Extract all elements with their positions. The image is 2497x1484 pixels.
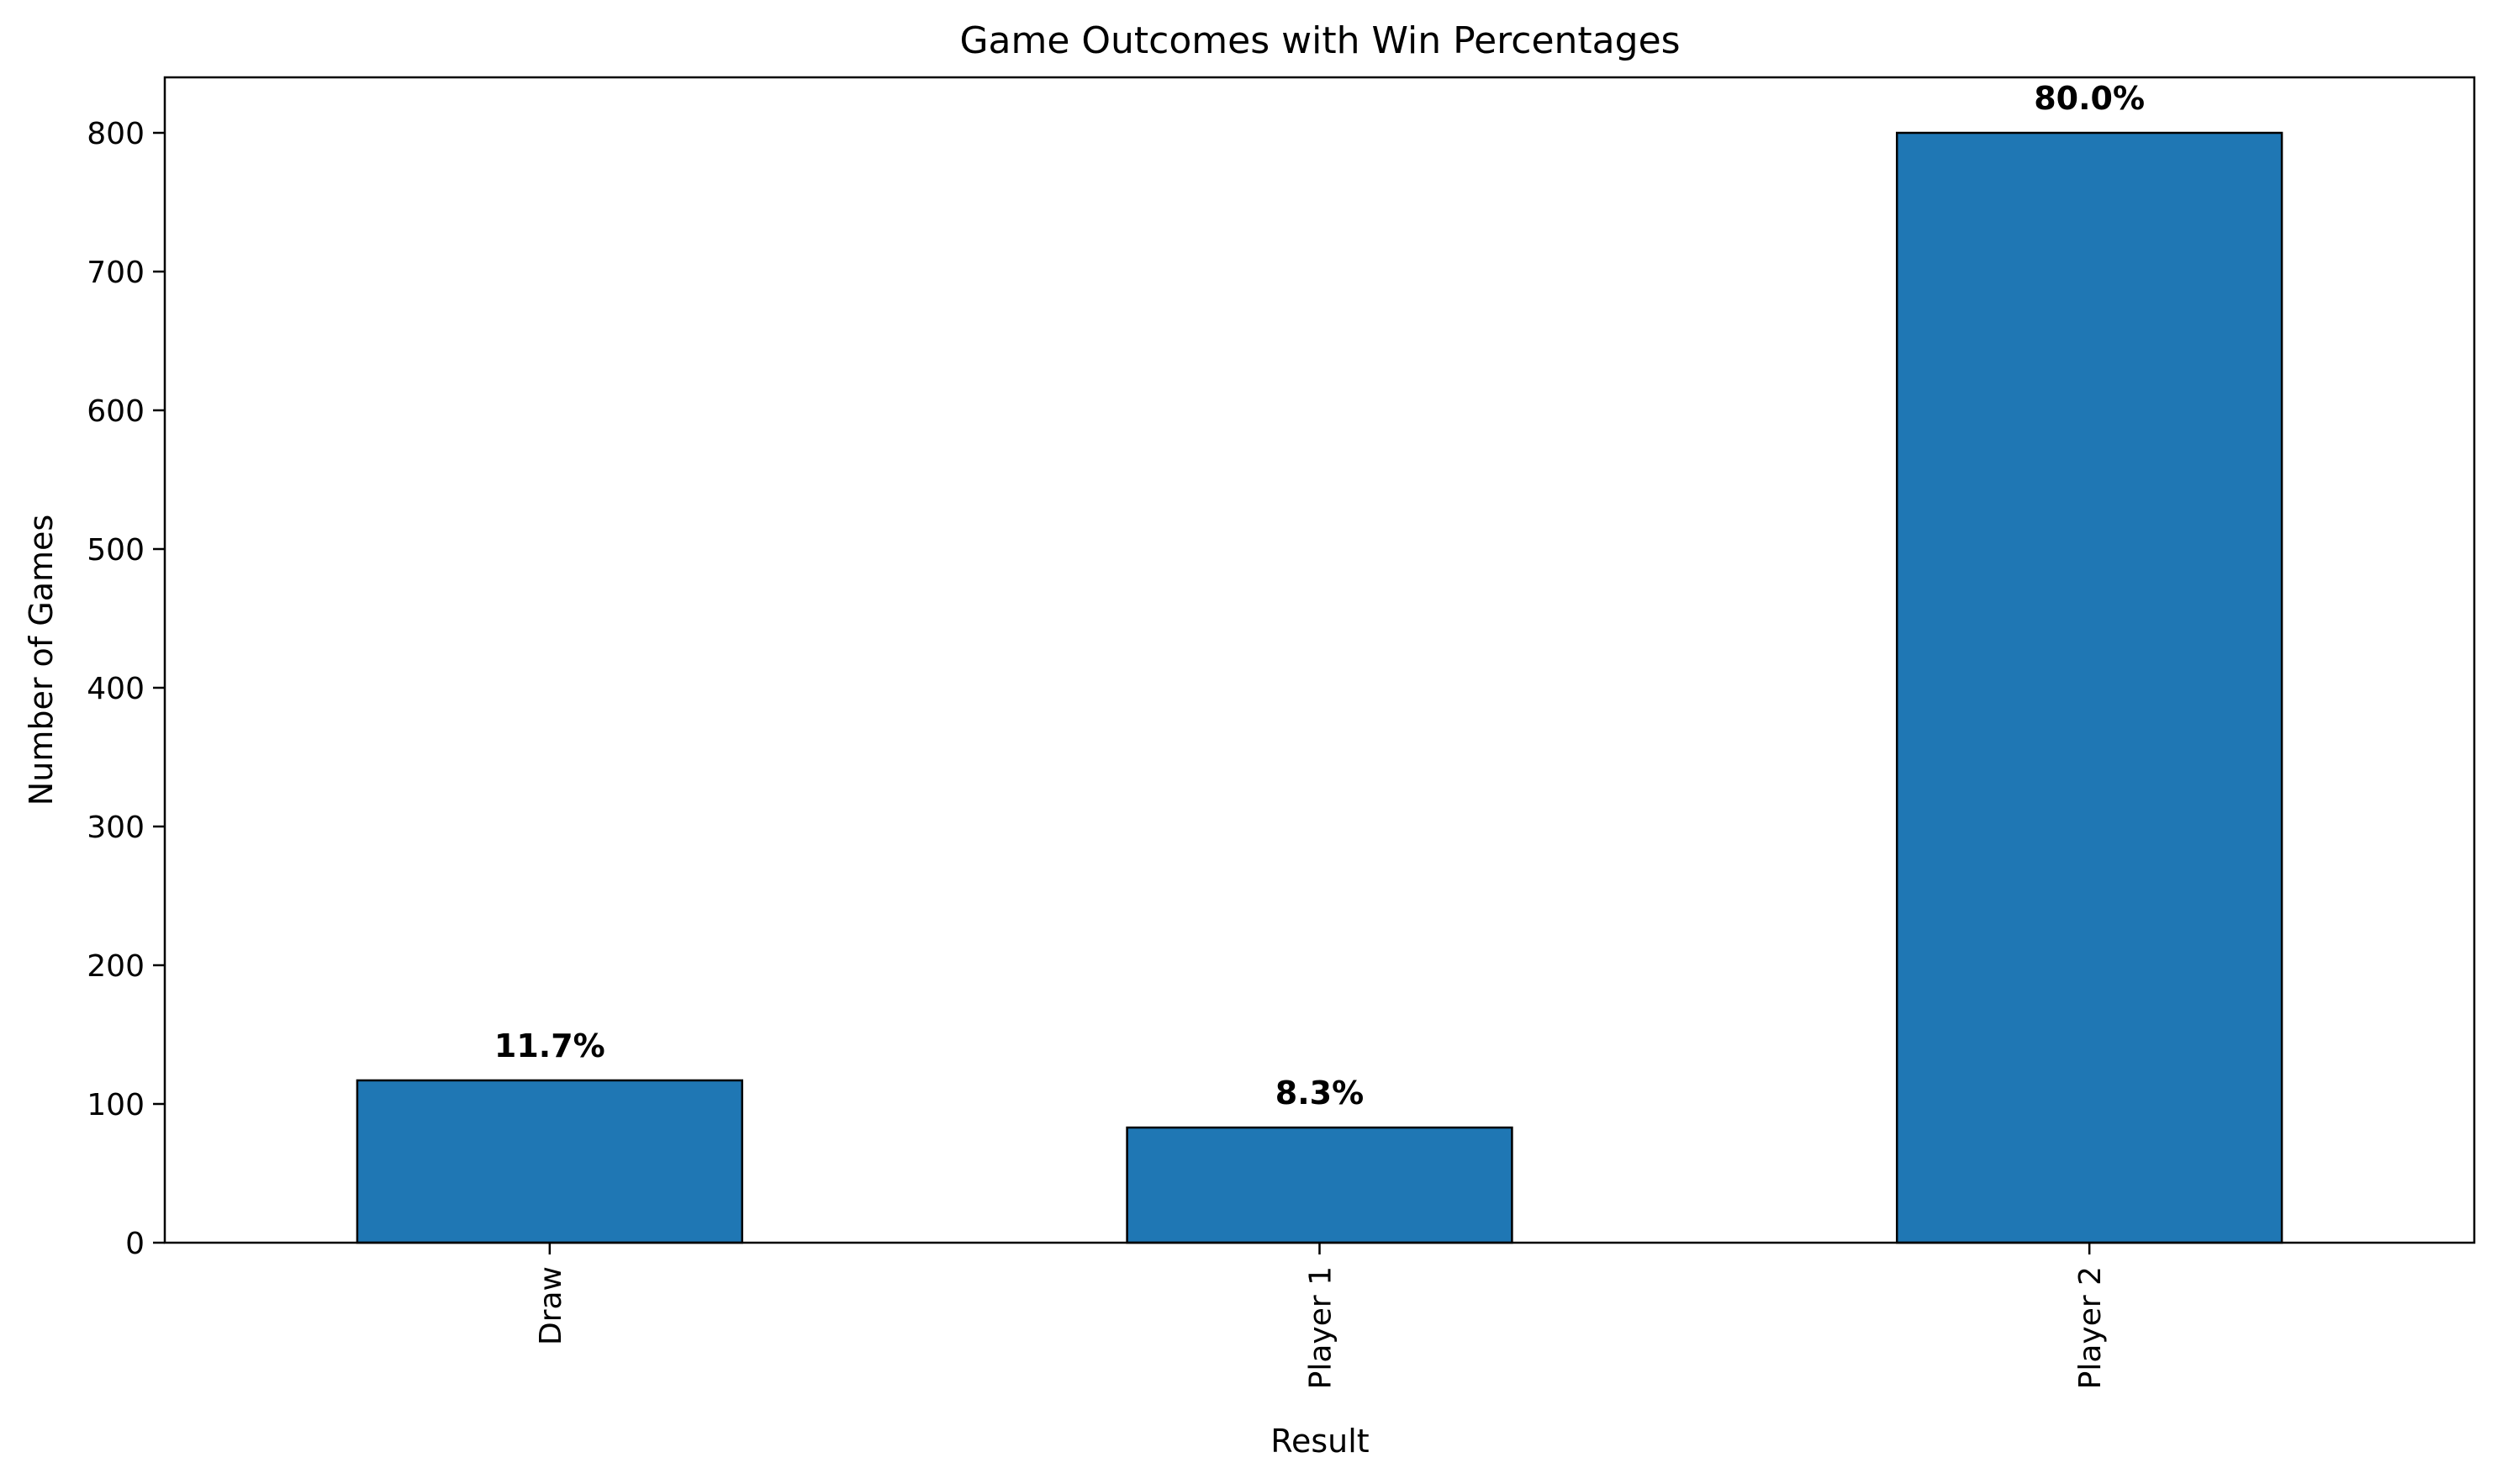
x-tick-label: Player 1 (1304, 1266, 1338, 1389)
bar-value-label: 11.7% (494, 1027, 605, 1064)
x-tick-label: Draw (534, 1266, 568, 1345)
y-tick-label: 400 (87, 672, 145, 706)
bar-value-label: 8.3% (1275, 1075, 1364, 1112)
y-tick-label: 500 (87, 533, 145, 568)
bar-labels-group: 11.7% 8.3% 80.0% (494, 80, 2145, 1112)
y-tick-label: 200 (87, 949, 145, 984)
bar-player-1 (1126, 1126, 1513, 1244)
x-axis-ticks: Draw Player 1 Player 2 (534, 1243, 2108, 1389)
bar-player-2 (1896, 131, 2283, 1244)
y-tick-label: 700 (87, 256, 145, 290)
y-tick-label: 600 (87, 394, 145, 429)
x-tick-label: Player 2 (2073, 1266, 2108, 1389)
y-tick-label: 100 (87, 1088, 145, 1122)
y-tick-label: 300 (87, 811, 145, 845)
y-axis-ticks: 0 100 200 300 400 500 600 700 800 (87, 117, 165, 1261)
y-tick-label: 0 (125, 1227, 145, 1261)
chart-title: Game Outcomes with Win Percentages (959, 19, 1680, 62)
bar-value-label: 80.0% (2034, 80, 2145, 117)
x-axis-label: Result (1270, 1423, 1369, 1460)
bars-group (356, 131, 2283, 1244)
bar-draw (356, 1079, 743, 1244)
y-tick-label: 800 (87, 117, 145, 151)
y-axis-label: Number of Games (23, 515, 60, 805)
plot-area: 11.7% 8.3% 80.0% 0 100 200 300 400 500 600 700 800… (87, 76, 2476, 1389)
